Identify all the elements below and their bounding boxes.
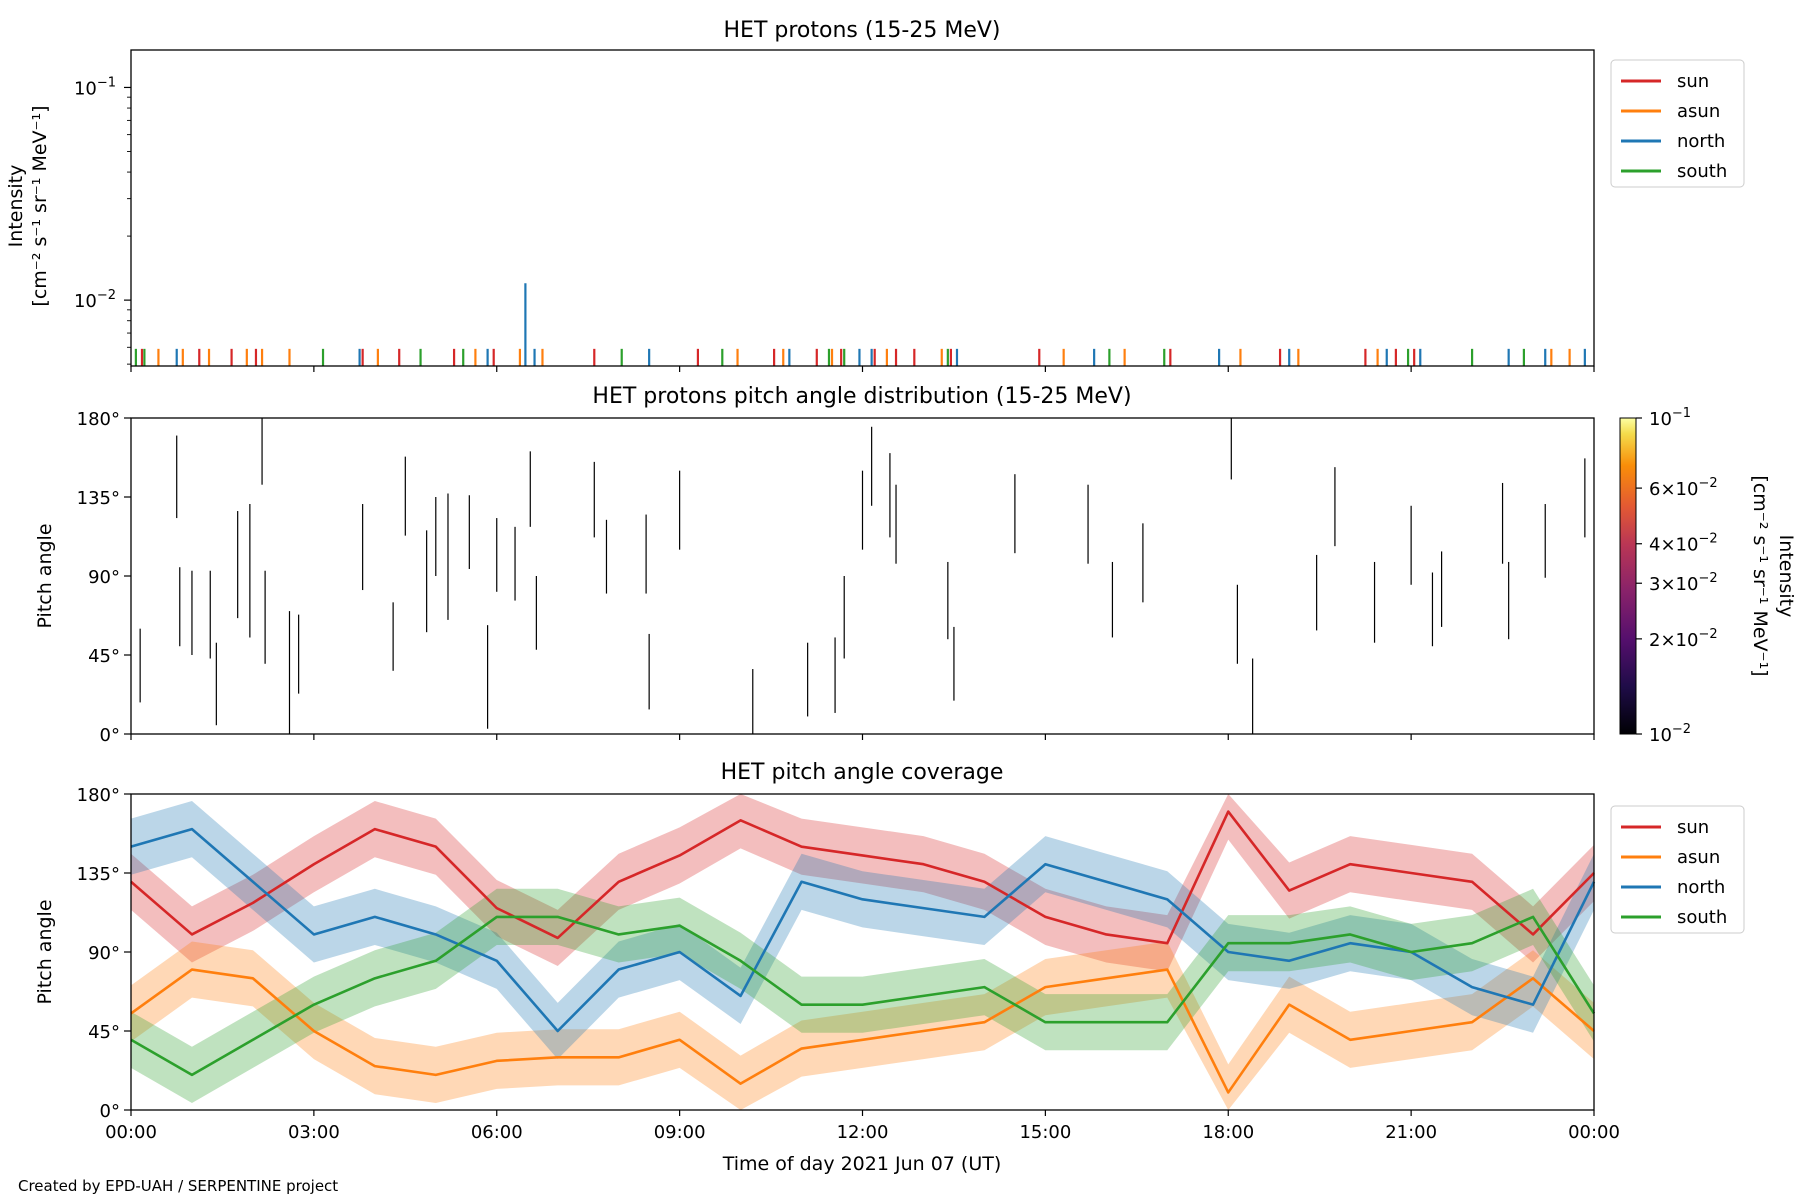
y-tick-label: 180°	[77, 409, 120, 430]
coverage-panel-legend: sun asun north south	[1610, 805, 1745, 934]
y-tick-label: 135°	[77, 864, 120, 885]
intensity-panel-y-axis: 10−1 10−2	[74, 75, 131, 365]
intensity-panel-ylabel-units: [cm⁻² s⁻¹ sr⁻¹ MeV⁻¹]	[29, 105, 51, 306]
x-tick-label: 12:00	[837, 1122, 889, 1143]
legend-south-label: south	[1677, 161, 1727, 182]
legend-asun-label: asun	[1677, 101, 1720, 122]
x-tick-label: 03:00	[288, 1122, 340, 1143]
x-tick-label: 18:00	[1202, 1122, 1254, 1143]
x-tick-label: 09:00	[654, 1122, 706, 1143]
asun-line	[130, 968, 1595, 1094]
intensity-panel-legend: sun asun north south	[1610, 59, 1745, 188]
colorbar-tick-label: 3×10−2	[1649, 571, 1718, 595]
coverage-panel-title: HET pitch angle coverage	[721, 760, 1004, 785]
coverage-panel-x-axis: 00:00 03:00 06:00 09:00 12:00 15:00 18:00 21:00…	[105, 1110, 1620, 1143]
pad-panel-title: HET protons pitch angle distribution (15…	[592, 384, 1131, 409]
y-tick-label: 0°	[100, 725, 120, 746]
x-axis-label: Time of day 2021 Jun 07 (UT)	[722, 1153, 1002, 1175]
x-tick-label: 06:00	[471, 1122, 523, 1143]
y-tick-label: 45°	[88, 646, 120, 667]
y-tick-label: 90°	[88, 943, 120, 964]
legend-sun-label: sun	[1677, 817, 1709, 838]
x-tick-label: 00:00	[105, 1122, 157, 1143]
legend-north-label: north	[1677, 877, 1725, 898]
pad-panel-ylabel: Pitch angle	[34, 523, 56, 628]
colorbar-tick-label: 10−2	[1649, 722, 1691, 746]
intensity-panel-plot-area	[134, 283, 1586, 366]
colorbar: 10−1 6×10−2 4×10−2 3×10−2 2×10−2 10−2 Intensi…	[1619, 406, 1797, 746]
x-tick-label: 15:00	[1019, 1122, 1071, 1143]
colorbar-label: Intensity	[1775, 535, 1797, 618]
pad-panel-x-axis	[130, 734, 1595, 740]
legend-asun-label: asun	[1677, 847, 1720, 868]
x-tick-label: 00:00	[1568, 1122, 1620, 1143]
colorbar-tick-label: 2×10−2	[1649, 627, 1718, 651]
coverage-panel-y-axis: 0° 45° 90° 135° 180°	[77, 785, 131, 1122]
intensity-panel-frame	[130, 49, 1595, 367]
pad-panel-plot-area	[139, 418, 1586, 734]
y-tick-label: 0°	[100, 1101, 120, 1122]
legend-box	[1610, 805, 1745, 934]
y-tick-label: 90°	[88, 567, 120, 588]
coverage-panel: HET pitch angle coverage Pitch angle 0° 4…	[34, 760, 1745, 1143]
sun-line	[130, 810, 1595, 945]
intensity-panel: HET protons (15-25 MeV) Intensity [cm⁻² …	[5, 18, 1745, 372]
legend-box	[1610, 59, 1745, 188]
y-tick-label: 10−1	[74, 75, 116, 99]
coverage-panel-ylabel: Pitch angle	[34, 899, 56, 1004]
x-tick-label: 21:00	[1385, 1122, 1437, 1143]
sun-band	[131, 794, 1594, 972]
y-tick-label: 45°	[88, 1022, 120, 1043]
colorbar-tick-label: 6×10−2	[1649, 476, 1718, 500]
colorbar-tick-label: 4×10−2	[1649, 532, 1718, 556]
intensity-panel-title: HET protons (15-25 MeV)	[724, 18, 1001, 43]
pad-panel-y-axis: 0° 45° 90° 135° 180°	[77, 409, 131, 746]
intensity-panel-x-axis	[130, 366, 1595, 372]
coverage-panel-plot-area	[130, 794, 1596, 1110]
legend-south-label: south	[1677, 907, 1727, 928]
colorbar-ticks: 10−1 6×10−2 4×10−2 3×10−2 2×10−2 10−2	[1636, 406, 1718, 746]
pad-panel-frame	[130, 417, 1595, 735]
asun-band	[131, 941, 1594, 1110]
intensity-panel-ylabel: Intensity	[5, 165, 27, 248]
legend-north-label: north	[1677, 131, 1725, 152]
y-tick-label: 180°	[77, 785, 120, 806]
coverage-panel-frame	[130, 793, 1595, 1111]
y-tick-label: 135°	[77, 488, 120, 509]
y-tick-label: 10−2	[74, 288, 116, 312]
north-line	[130, 827, 1596, 1033]
colorbar-gradient	[1619, 417, 1637, 735]
legend-sun-label: sun	[1677, 71, 1709, 92]
pad-panel: HET protons pitch angle distribution (15…	[34, 384, 1797, 746]
colorbar-label-units: [cm⁻² s⁻¹ sr⁻¹ MeV⁻¹]	[1749, 475, 1771, 676]
credit-text: Created by EPD-UAH / SERPENTINE project	[18, 1177, 338, 1195]
colorbar-tick-label: 10−1	[1649, 406, 1691, 430]
south-line	[130, 915, 1596, 1077]
